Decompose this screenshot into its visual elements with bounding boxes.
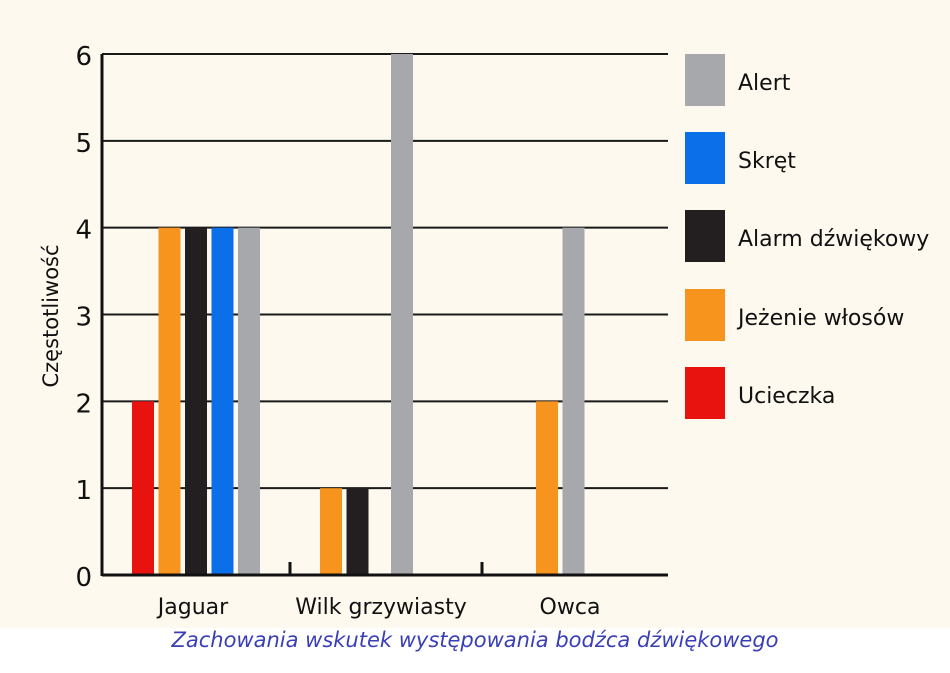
y-tick-label: 0 <box>75 563 92 593</box>
bar-wilk-grzywiasty-4 <box>391 54 413 575</box>
y-tick-label: 3 <box>75 303 92 333</box>
legend-swatch <box>685 289 725 341</box>
x-tick-labels: Jaguar Wilk grzywiasty Owca <box>156 595 601 620</box>
y-tick-label: 1 <box>75 476 92 506</box>
bar-jaguar-0 <box>132 401 154 575</box>
legend-swatch <box>685 54 725 106</box>
bar-wilk-grzywiasty-1 <box>320 488 342 575</box>
x-tick-label: Owca <box>540 595 601 620</box>
axes <box>100 54 668 577</box>
legend-label: Jeżenie włosów <box>736 306 904 331</box>
y-axis-label: Częstotliwość <box>39 244 63 387</box>
bars <box>132 54 585 575</box>
x-tick-label: Jaguar <box>156 595 229 620</box>
bar-jaguar-3 <box>211 227 234 575</box>
legend-label: Skręt <box>738 149 796 174</box>
y-tick-label: 5 <box>75 129 92 159</box>
bar-jaguar-4 <box>238 227 260 575</box>
legend-swatch <box>685 367 725 419</box>
y-tick-label: 2 <box>75 389 92 419</box>
legend-label: Ucieczka <box>738 384 835 409</box>
bar-wilk-grzywiasty-2 <box>346 488 369 575</box>
y-tick-label: 4 <box>75 216 92 246</box>
y-tick-labels: 0 1 2 3 4 5 6 <box>75 42 92 593</box>
legend-swatch <box>685 210 725 262</box>
x-tick-label: Wilk grzywiasty <box>295 595 467 620</box>
legend-label: Alert <box>738 71 791 96</box>
bar-owca-1 <box>536 401 558 575</box>
bar-jaguar-1 <box>158 227 181 575</box>
bar-owca-4 <box>562 227 585 575</box>
y-tick-label: 6 <box>75 42 92 72</box>
legend-swatch <box>685 132 725 184</box>
legend: Alert Skręt Alarm dźwiękowy Jeżenie włosów U… <box>685 54 929 419</box>
chart-caption: Zachowania wskutek występowania bodźca d… <box>171 628 779 652</box>
legend-label: Alarm dźwiękowy <box>738 227 929 252</box>
bar-jaguar-2 <box>185 227 207 575</box>
